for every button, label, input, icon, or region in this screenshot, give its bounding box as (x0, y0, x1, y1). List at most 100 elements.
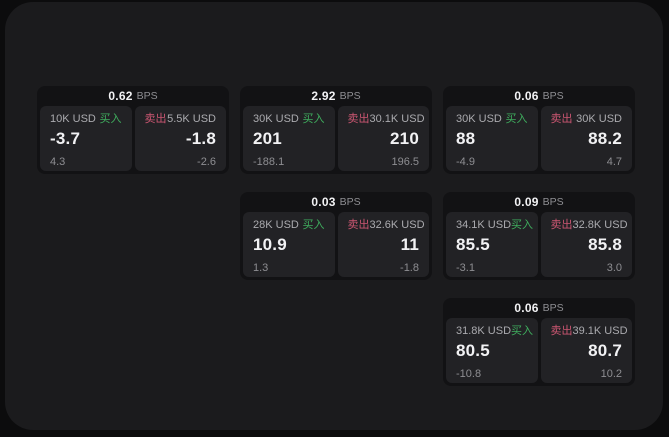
quote-card: 0.06 BPS 30K USD 买入 88 -4.9 卖出 30K USD 8… (443, 86, 635, 174)
sell-side-label: 卖出 (550, 219, 573, 231)
cards-grid: 0.62 BPS 10K USD 买入 -3.7 4.3 卖出 5.5K USD… (37, 86, 635, 386)
sell-delta: 3.0 (606, 261, 622, 274)
buy-quote-tile[interactable]: 34.1K USD 买入 85.5 -3.1 (446, 212, 538, 277)
buy-header-row: 28K USD 买入 (253, 219, 325, 231)
sell-side-label: 卖出 (347, 219, 370, 231)
quote-panels: 30K USD 买入 201 -188.1 卖出 30.1K USD 210 1… (243, 106, 429, 171)
quote-panels: 34.1K USD 买入 85.5 -3.1 卖出 32.8K USD 85.8… (446, 212, 632, 277)
buy-header-row: 31.8K USD 买入 (456, 325, 533, 337)
sell-price: 210 (390, 129, 419, 149)
bps-unit-label: BPS (339, 196, 361, 208)
card-header: 0.03 BPS (243, 192, 429, 212)
card-header: 2.92 BPS (243, 86, 429, 106)
sell-header-row: 卖出 32.8K USD (550, 219, 628, 231)
buy-header-row: 30K USD 买入 (456, 113, 528, 125)
bps-value: 2.92 (311, 89, 336, 103)
buy-price: 201 (253, 129, 282, 149)
sell-delta: 10.2 (600, 367, 622, 380)
buy-price: -3.7 (50, 129, 81, 149)
quote-panels: 10K USD 买入 -3.7 4.3 卖出 5.5K USD -1.8 -2.… (40, 106, 226, 171)
sell-header-row: 卖出 39.1K USD (550, 325, 628, 337)
sell-amount: 30.1K USD (369, 113, 425, 125)
buy-amount: 28K USD (253, 219, 299, 231)
sell-price: 11 (400, 235, 419, 255)
buy-delta: -3.1 (456, 261, 475, 274)
card-header: 0.09 BPS (446, 192, 632, 212)
quote-card: 0.62 BPS 10K USD 买入 -3.7 4.3 卖出 5.5K USD… (37, 86, 229, 174)
sell-amount: 30K USD (576, 113, 622, 125)
bps-unit-label: BPS (339, 90, 361, 102)
bps-value: 0.03 (311, 195, 336, 209)
quotes-panel: 0.62 BPS 10K USD 买入 -3.7 4.3 卖出 5.5K USD… (5, 2, 663, 430)
buy-side-label: 买入 (99, 113, 122, 125)
sell-delta: -2.6 (197, 155, 216, 168)
bps-unit-label: BPS (542, 302, 564, 314)
sell-price: 80.7 (588, 341, 622, 361)
quote-card: 0.03 BPS 28K USD 买入 10.9 1.3 卖出 32.6K US… (240, 192, 432, 280)
sell-side-label: 卖出 (550, 113, 573, 125)
buy-delta: 4.3 (50, 155, 66, 168)
buy-amount: 10K USD (50, 113, 96, 125)
bps-value: 0.09 (514, 195, 539, 209)
sell-quote-tile[interactable]: 卖出 39.1K USD 80.7 10.2 (540, 318, 632, 383)
quote-card: 0.06 BPS 31.8K USD 买入 80.5 -10.8 卖出 39.1… (443, 298, 635, 386)
quote-card: 0.09 BPS 34.1K USD 买入 85.5 -3.1 卖出 32.8K… (443, 192, 635, 280)
buy-quote-tile[interactable]: 30K USD 买入 201 -188.1 (243, 106, 335, 171)
sell-side-label: 卖出 (144, 113, 167, 125)
buy-price: 10.9 (253, 235, 287, 255)
sell-quote-tile[interactable]: 卖出 32.8K USD 85.8 3.0 (540, 212, 632, 277)
sell-price: -1.8 (185, 129, 216, 149)
buy-amount: 31.8K USD (456, 325, 512, 337)
sell-quote-tile[interactable]: 卖出 30.1K USD 210 196.5 (337, 106, 429, 171)
buy-delta: -188.1 (253, 155, 285, 168)
quote-panels: 31.8K USD 买入 80.5 -10.8 卖出 39.1K USD 80.… (446, 318, 632, 383)
quote-panels: 28K USD 买入 10.9 1.3 卖出 32.6K USD 11 -1.8 (243, 212, 429, 277)
buy-amount: 34.1K USD (456, 219, 512, 231)
bps-value: 0.06 (514, 89, 539, 103)
buy-quote-tile[interactable]: 10K USD 买入 -3.7 4.3 (40, 106, 132, 171)
sell-header-row: 卖出 32.6K USD (347, 219, 425, 231)
sell-price: 88.2 (588, 129, 622, 149)
sell-side-label: 卖出 (550, 325, 573, 337)
sell-side-label: 卖出 (347, 113, 370, 125)
buy-side-label: 买入 (302, 219, 325, 231)
bps-unit-label: BPS (542, 196, 564, 208)
buy-delta: -4.9 (456, 155, 475, 168)
sell-quote-tile[interactable]: 卖出 5.5K USD -1.8 -2.6 (134, 106, 226, 171)
quote-panels: 30K USD 买入 88 -4.9 卖出 30K USD 88.2 4.7 (446, 106, 632, 171)
buy-quote-tile[interactable]: 28K USD 买入 10.9 1.3 (243, 212, 335, 277)
buy-amount: 30K USD (456, 113, 502, 125)
buy-side-label: 买入 (511, 325, 534, 337)
quote-card: 2.92 BPS 30K USD 买入 201 -188.1 卖出 30.1K … (240, 86, 432, 174)
card-header: 0.62 BPS (40, 86, 226, 106)
sell-amount: 5.5K USD (167, 113, 216, 125)
card-header: 0.06 BPS (446, 86, 632, 106)
buy-header-row: 10K USD 买入 (50, 113, 122, 125)
bps-unit-label: BPS (542, 90, 564, 102)
sell-header-row: 卖出 30.1K USD (347, 113, 425, 125)
sell-quote-tile[interactable]: 卖出 32.6K USD 11 -1.8 (337, 212, 429, 277)
sell-amount: 39.1K USD (572, 325, 628, 337)
card-header: 0.06 BPS (446, 298, 632, 318)
buy-delta: 1.3 (253, 261, 269, 274)
sell-delta: -1.8 (400, 261, 419, 274)
sell-amount: 32.6K USD (369, 219, 425, 231)
buy-side-label: 买入 (302, 113, 325, 125)
buy-side-label: 买入 (505, 113, 528, 125)
bps-value: 0.62 (108, 89, 133, 103)
buy-delta: -10.8 (456, 367, 482, 380)
buy-amount: 30K USD (253, 113, 299, 125)
buy-quote-tile[interactable]: 30K USD 买入 88 -4.9 (446, 106, 538, 171)
buy-price: 80.5 (456, 341, 490, 361)
buy-price: 88 (456, 129, 476, 149)
buy-quote-tile[interactable]: 31.8K USD 买入 80.5 -10.8 (446, 318, 538, 383)
buy-side-label: 买入 (511, 219, 534, 231)
buy-header-row: 30K USD 买入 (253, 113, 325, 125)
sell-quote-tile[interactable]: 卖出 30K USD 88.2 4.7 (540, 106, 632, 171)
sell-amount: 32.8K USD (572, 219, 628, 231)
bps-unit-label: BPS (136, 90, 158, 102)
sell-header-row: 卖出 30K USD (551, 113, 623, 125)
sell-price: 85.8 (588, 235, 622, 255)
sell-header-row: 卖出 5.5K USD (145, 113, 217, 125)
bps-value: 0.06 (514, 301, 539, 315)
